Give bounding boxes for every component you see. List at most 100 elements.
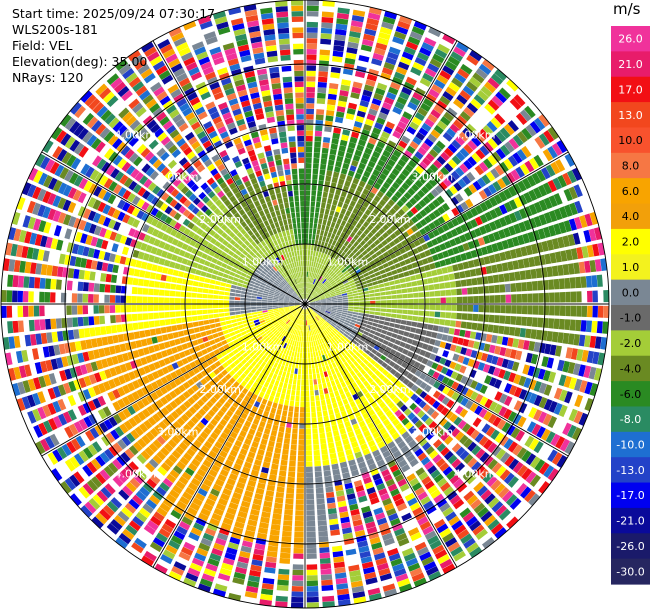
range-gate [33,305,40,317]
range-gate [331,463,339,470]
range-gate [318,338,323,345]
range-gate [337,358,343,365]
range-gate [467,339,475,348]
range-gate [372,150,381,159]
range-gate [415,467,426,477]
range-gate [557,332,564,344]
range-gate [180,291,187,298]
range-gate [407,562,421,572]
range-gate [350,284,357,289]
range-gate [217,497,228,507]
range-gate [125,481,137,493]
range-gate [395,284,402,290]
range-gate [372,355,380,362]
range-gate [341,290,347,294]
range-gate [295,335,299,341]
range-gate [51,468,63,482]
range-gate [306,288,309,294]
range-gate [315,251,319,257]
range-gate [467,156,477,167]
range-gate [385,365,393,372]
range-gate [154,563,168,574]
range-gate [308,330,310,337]
range-gate [93,294,99,303]
range-gate [109,305,116,314]
range-gate [82,464,94,477]
range-gate [437,206,446,215]
range-gate [473,481,485,493]
range-gate [334,378,340,385]
range-gate [397,299,403,304]
range-gate [413,334,420,341]
range-gate [294,312,299,317]
range-gate [312,174,318,180]
range-gate [449,320,456,327]
range-gate [337,264,344,270]
range-gate [454,363,462,372]
range-gate [569,277,576,289]
range-gate [375,296,381,300]
range-gate [50,358,59,370]
range-gate [364,307,370,311]
range-gate [427,133,438,143]
range-gate [320,241,325,248]
range-gate [528,406,538,419]
range-gate [259,330,266,336]
range-gate [320,438,327,445]
range-gate [332,305,338,308]
range-gate [546,266,553,277]
range-gate [434,339,441,347]
range-gate [533,409,543,421]
range-gate [128,520,141,532]
range-gate [183,400,192,409]
range-gate [468,183,478,194]
range-gate [332,468,341,476]
range-gate [343,270,349,276]
range-gate [436,100,448,110]
range-gate [470,391,479,401]
range-gate [492,181,502,192]
range-gate [308,239,312,245]
range-gate [298,313,302,319]
range-gate [315,315,321,320]
range-gate [191,286,198,292]
range-gate [455,151,466,162]
range-gate [337,307,343,310]
range-gate [568,186,578,200]
range-gate [326,306,332,309]
range-gate [368,289,375,294]
range-gate [335,314,341,318]
range-gate [213,427,222,436]
range-gate [433,473,444,484]
range-gate [454,462,466,473]
range-gate [328,154,336,161]
range-gate [228,418,237,426]
range-gate [365,246,373,253]
range-gate [322,315,328,320]
range-gate [477,177,487,188]
range-gate [173,530,186,541]
range-gate [247,451,256,459]
range-gate [314,273,318,280]
range-gate [573,410,583,424]
range-gate [261,511,271,519]
range-gate [332,199,338,206]
range-gate [499,251,507,262]
range-gate [318,525,328,532]
range-gate [529,121,541,134]
range-gate [354,149,363,157]
range-gate [228,377,236,385]
range-gate [98,348,106,358]
range-gate [340,381,347,388]
range-gate [200,331,207,337]
range-gate [347,266,353,272]
range-gate [136,304,143,312]
range-gate [241,316,248,321]
range-gate [340,516,350,524]
range-gate [269,354,275,361]
range-gate [110,497,123,509]
range-gate [359,225,366,232]
range-gate [80,364,88,375]
range-gate [193,522,205,532]
range-gate [336,495,346,502]
